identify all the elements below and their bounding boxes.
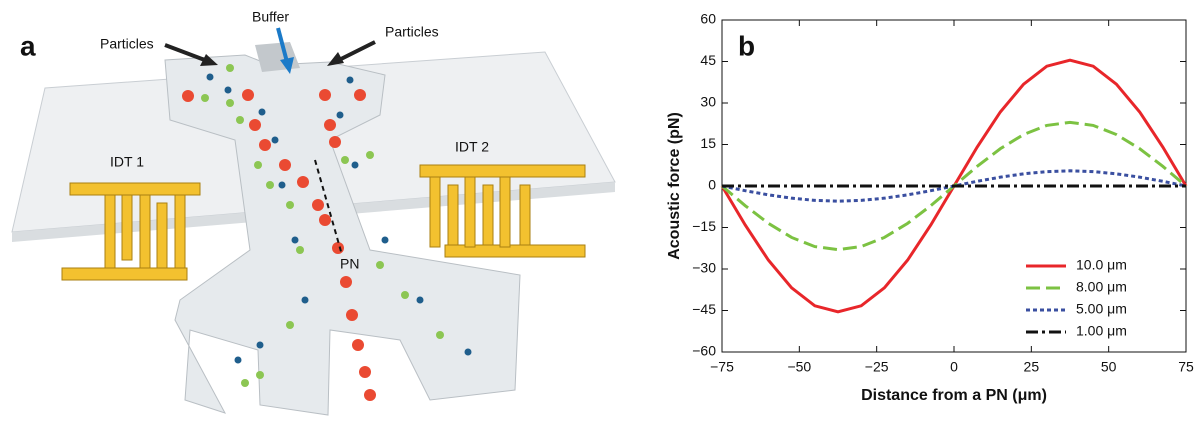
x-axis-title: Distance from a PN (μm) [861, 387, 1047, 404]
label: Particles [385, 24, 439, 40]
y-tick-label: −30 [692, 260, 716, 276]
x-tick-label: −25 [865, 359, 889, 375]
label: IDT 2 [455, 139, 489, 155]
y-axis-title: Acoustic force (pN) [666, 112, 683, 260]
x-tick-label: 25 [1024, 359, 1040, 375]
figure: a Particles Buffer Particles IDT 1 IDT 2… [0, 0, 1196, 424]
buffer-inlet [255, 42, 300, 72]
x-tick-label: 50 [1101, 359, 1117, 375]
panel-label: a [20, 30, 36, 61]
label: Particles [100, 36, 154, 52]
legend-label: 8.00 μm [1076, 279, 1127, 295]
legend-label: 10.0 μm [1076, 257, 1127, 273]
label: Buffer [252, 9, 289, 25]
y-tick-label: 60 [700, 11, 716, 27]
label: PN [340, 256, 359, 272]
legend-label: 1.00 μm [1076, 323, 1127, 339]
x-tick-label: −75 [710, 359, 734, 375]
y-tick-label: 15 [700, 135, 716, 151]
device-illustration [12, 28, 615, 415]
x-tick-label: −50 [787, 359, 811, 375]
arrow-head [327, 52, 344, 66]
y-tick-label: −45 [692, 301, 716, 317]
y-tick-label: 45 [700, 52, 716, 68]
x-tick-label: 0 [950, 359, 958, 375]
panel-label: b [738, 30, 755, 61]
y-tick-label: −60 [692, 343, 716, 359]
y-tick-label: −15 [692, 218, 716, 234]
label: IDT 1 [110, 154, 144, 170]
y-tick-label: 30 [700, 94, 716, 110]
legend-label: 5.00 μm [1076, 301, 1127, 317]
x-tick-label: 75 [1178, 359, 1194, 375]
y-tick-label: 0 [708, 177, 716, 193]
